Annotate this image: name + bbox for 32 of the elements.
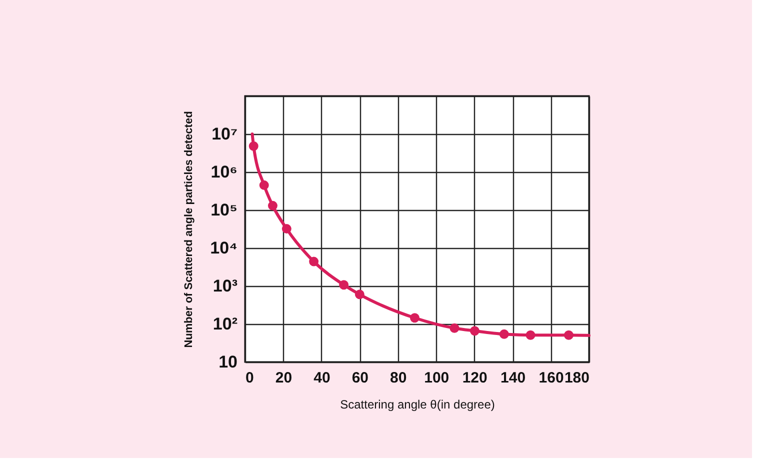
point	[564, 330, 574, 340]
x-tick-label: 180	[564, 370, 590, 386]
x-tick-label: 80	[390, 370, 407, 386]
point	[339, 280, 349, 290]
y-tick-label: 10³	[212, 276, 238, 296]
y-tick-label: 10	[218, 352, 238, 372]
y-tick-label: 10⁵	[210, 200, 238, 220]
point	[450, 323, 460, 333]
x-tick-label: 140	[500, 370, 526, 386]
x-tick-label: 60	[352, 370, 369, 386]
point	[259, 180, 269, 190]
x-tick-label: 0	[246, 370, 254, 386]
x-tick-label: 160	[538, 370, 564, 386]
x-tick-label: 120	[462, 370, 488, 386]
point	[354, 290, 364, 300]
point	[309, 256, 319, 266]
x-tick-label: 40	[314, 370, 330, 386]
x-tick-label: 100	[424, 370, 450, 386]
point	[282, 224, 292, 234]
x-tick-label: 20	[275, 370, 292, 386]
y-tick-label: 10²	[212, 314, 238, 334]
x-axis-title: Scattering angle θ(in degree)	[340, 398, 495, 412]
point	[268, 200, 278, 210]
y-tick-label: 10⁴	[210, 238, 238, 258]
point	[248, 141, 258, 151]
point	[499, 329, 509, 339]
y-tick-label: 10⁷	[212, 124, 238, 144]
point	[526, 330, 536, 340]
point	[470, 326, 480, 336]
y-axis-title: Number of Scattered angle particles detected	[183, 111, 196, 348]
y-tick-label: 10⁶	[210, 162, 238, 182]
point	[410, 313, 420, 323]
